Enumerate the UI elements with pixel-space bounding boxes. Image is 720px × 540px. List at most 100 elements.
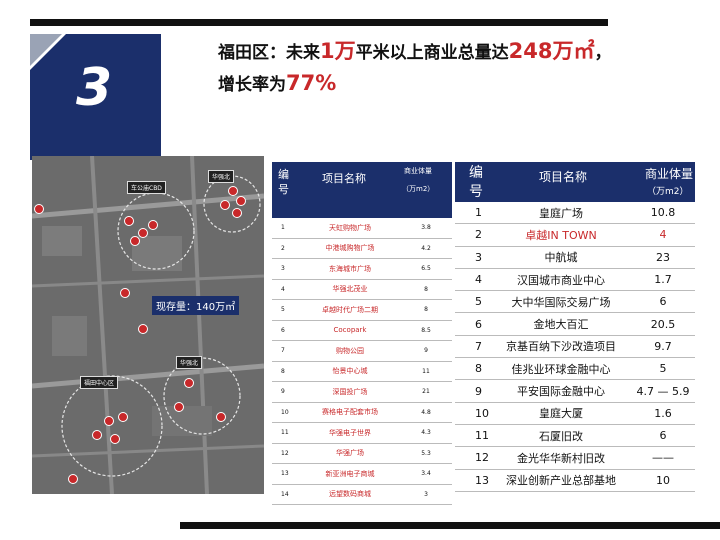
map-marker [148, 220, 158, 230]
table-row: 5 大中华国际交易广场 6 [455, 291, 695, 314]
cell-name: 深业创新产业总部基地 [506, 474, 616, 488]
table-row: 4 汉国城市商业中心 1.7 [455, 269, 695, 292]
cell-no: 1 [475, 206, 482, 220]
table-row: 3 东海城市广场 6.5 [272, 259, 452, 280]
cell-name: 卓越时代广场二期 [322, 305, 378, 314]
cell-name: 中航城 [544, 251, 578, 265]
cell-name: 大中华国际交易广场 [511, 295, 611, 309]
cell-vol: 9 [424, 347, 428, 355]
cell-name: 平安国际金融中心 [517, 385, 605, 399]
title-line-2: 增长率为77% [218, 68, 611, 100]
table-row: 6 Cocopark 8.5 [272, 321, 452, 341]
cell-vol: 8 [424, 285, 428, 293]
cell-no: 12 [281, 449, 289, 457]
map-marker [138, 228, 148, 238]
cell-no: 9 [475, 384, 482, 398]
map-marker [104, 416, 114, 426]
cell-no: 10 [281, 408, 289, 416]
header-name: 项目名称 [322, 172, 366, 185]
cell-name: 华强北茂业 [332, 285, 368, 294]
cell-vol: 5.3 [421, 449, 431, 457]
cell-no: 6 [281, 326, 285, 334]
cell-no: 11 [475, 429, 489, 443]
cell-name: 中港城购物广场 [325, 244, 375, 253]
cell-name: 卓越IN TOWN [525, 228, 597, 242]
cell-vol: 11 [422, 367, 430, 375]
cell-vol: 8 [424, 306, 428, 314]
cell-vol: 9.7 [654, 339, 672, 353]
map-marker [216, 412, 226, 422]
cell-vol: 20.5 [650, 317, 676, 331]
cell-no: 8 [281, 367, 285, 375]
table-row: 11 华强电子世界 4.3 [272, 423, 452, 444]
cell-vol: 4.7 — 5.9 [636, 384, 690, 398]
cell-no: 1 [281, 224, 285, 232]
map-marker [232, 208, 242, 218]
cell-no: 4 [475, 273, 482, 287]
map-tag-futian-center: 福田中心区 [80, 376, 119, 389]
cell-no: 10 [475, 406, 489, 420]
table-row: 13 新亚洲电子商城 3.4 [272, 464, 452, 485]
header-unit: （万m2） [647, 187, 689, 197]
cell-name: 购物公园 [336, 346, 364, 355]
cell-vol: 6 [659, 429, 667, 443]
table-row: 13 深业创新产业总部基地 10 [455, 470, 695, 492]
map-tag-huaqiangbei: 华强北 [208, 170, 235, 183]
cell-name: 皇庭大厦 [539, 407, 583, 421]
planned-projects-table: 编号 项目名称 商业体量 （万m2） 1 皇庭广场 10.8 2 卓越IN TOWN 4 3… [455, 162, 695, 492]
map-marker [228, 186, 238, 196]
map-tag-chegongmiao: 车公庙CBD [127, 181, 166, 194]
map-marker [220, 200, 230, 210]
table-row: 11 石厦旧改 6 [455, 425, 695, 448]
map-marker [34, 204, 44, 214]
map-marker [120, 288, 130, 298]
table-row: 14 远望数码商城 3 [272, 485, 452, 505]
cell-name: 佳兆业环球金融中心 [511, 362, 611, 376]
cell-name: 新亚洲电子商城 [325, 469, 375, 478]
title-highlight: 77% [286, 71, 337, 95]
table-row: 9 平安国际金融中心 4.7 — 5.9 [455, 380, 695, 403]
table-row: 8 佳兆业环球金融中心 5 [455, 358, 695, 381]
map-marker [174, 402, 184, 412]
title-text: 增长率为 [218, 75, 286, 95]
map-marker [118, 412, 128, 422]
cell-no: 2 [475, 228, 482, 242]
cell-vol: 4.8 [421, 408, 431, 416]
cell-name: 华强电子世界 [329, 428, 371, 437]
title-text: ， [594, 43, 612, 63]
cell-name: 天虹购物广场 [329, 223, 371, 232]
title-text: 福田区：未来 [218, 43, 320, 63]
table-row: 6 金地大百汇 20.5 [455, 313, 695, 336]
top-rule [30, 19, 608, 26]
district-map: 华强北 车公庙CBD 华强北 福田中心区 现存量：140万㎡ [32, 156, 264, 494]
cell-no: 12 [475, 451, 489, 465]
cell-name: 京基百纳下沙改造项目 [506, 340, 616, 354]
header-name: 项目名称 [539, 170, 588, 184]
title-highlight: 248万㎡ [508, 39, 595, 63]
map-marker [130, 236, 140, 246]
cell-vol: 3.4 [421, 470, 431, 478]
table-row: 9 深国投广场 21 [272, 382, 452, 403]
cell-no: 5 [281, 306, 285, 314]
existing-projects-table: 编号 项目名称 商业体量 （万m2） 1 天虹购物广场 3.8 2 中港城购物广场 4.2… [272, 162, 452, 505]
table-row: 10 皇庭大厦 1.6 [455, 403, 695, 425]
table-header: 编号 项目名称 商业体量 （万m2） [272, 162, 452, 218]
section-number: 3 [76, 58, 113, 118]
cell-vol: 21 [422, 388, 430, 396]
cell-vol: 3 [424, 490, 428, 498]
cell-name: 金光华华新村旧改 [517, 451, 605, 465]
cell-name: 汉国城市商业中心 [517, 273, 605, 287]
cell-no: 11 [281, 429, 289, 437]
cell-name: 东海城市广场 [329, 264, 371, 273]
table-row: 2 卓越IN TOWN 4 [455, 224, 695, 247]
bottom-rule [180, 522, 720, 529]
map-marker [236, 196, 246, 206]
table-row: 10 赛格电子配套市场 4.8 [272, 403, 452, 423]
cell-vol: 4.3 [421, 429, 431, 437]
cell-no: 4 [281, 285, 285, 293]
map-marker [92, 430, 102, 440]
table-row: 7 购物公园 9 [272, 341, 452, 362]
cell-vol: 1.6 [654, 406, 672, 420]
map-tag-huaqiangbei-2: 华强北 [176, 356, 203, 369]
cell-no: 7 [475, 339, 482, 353]
